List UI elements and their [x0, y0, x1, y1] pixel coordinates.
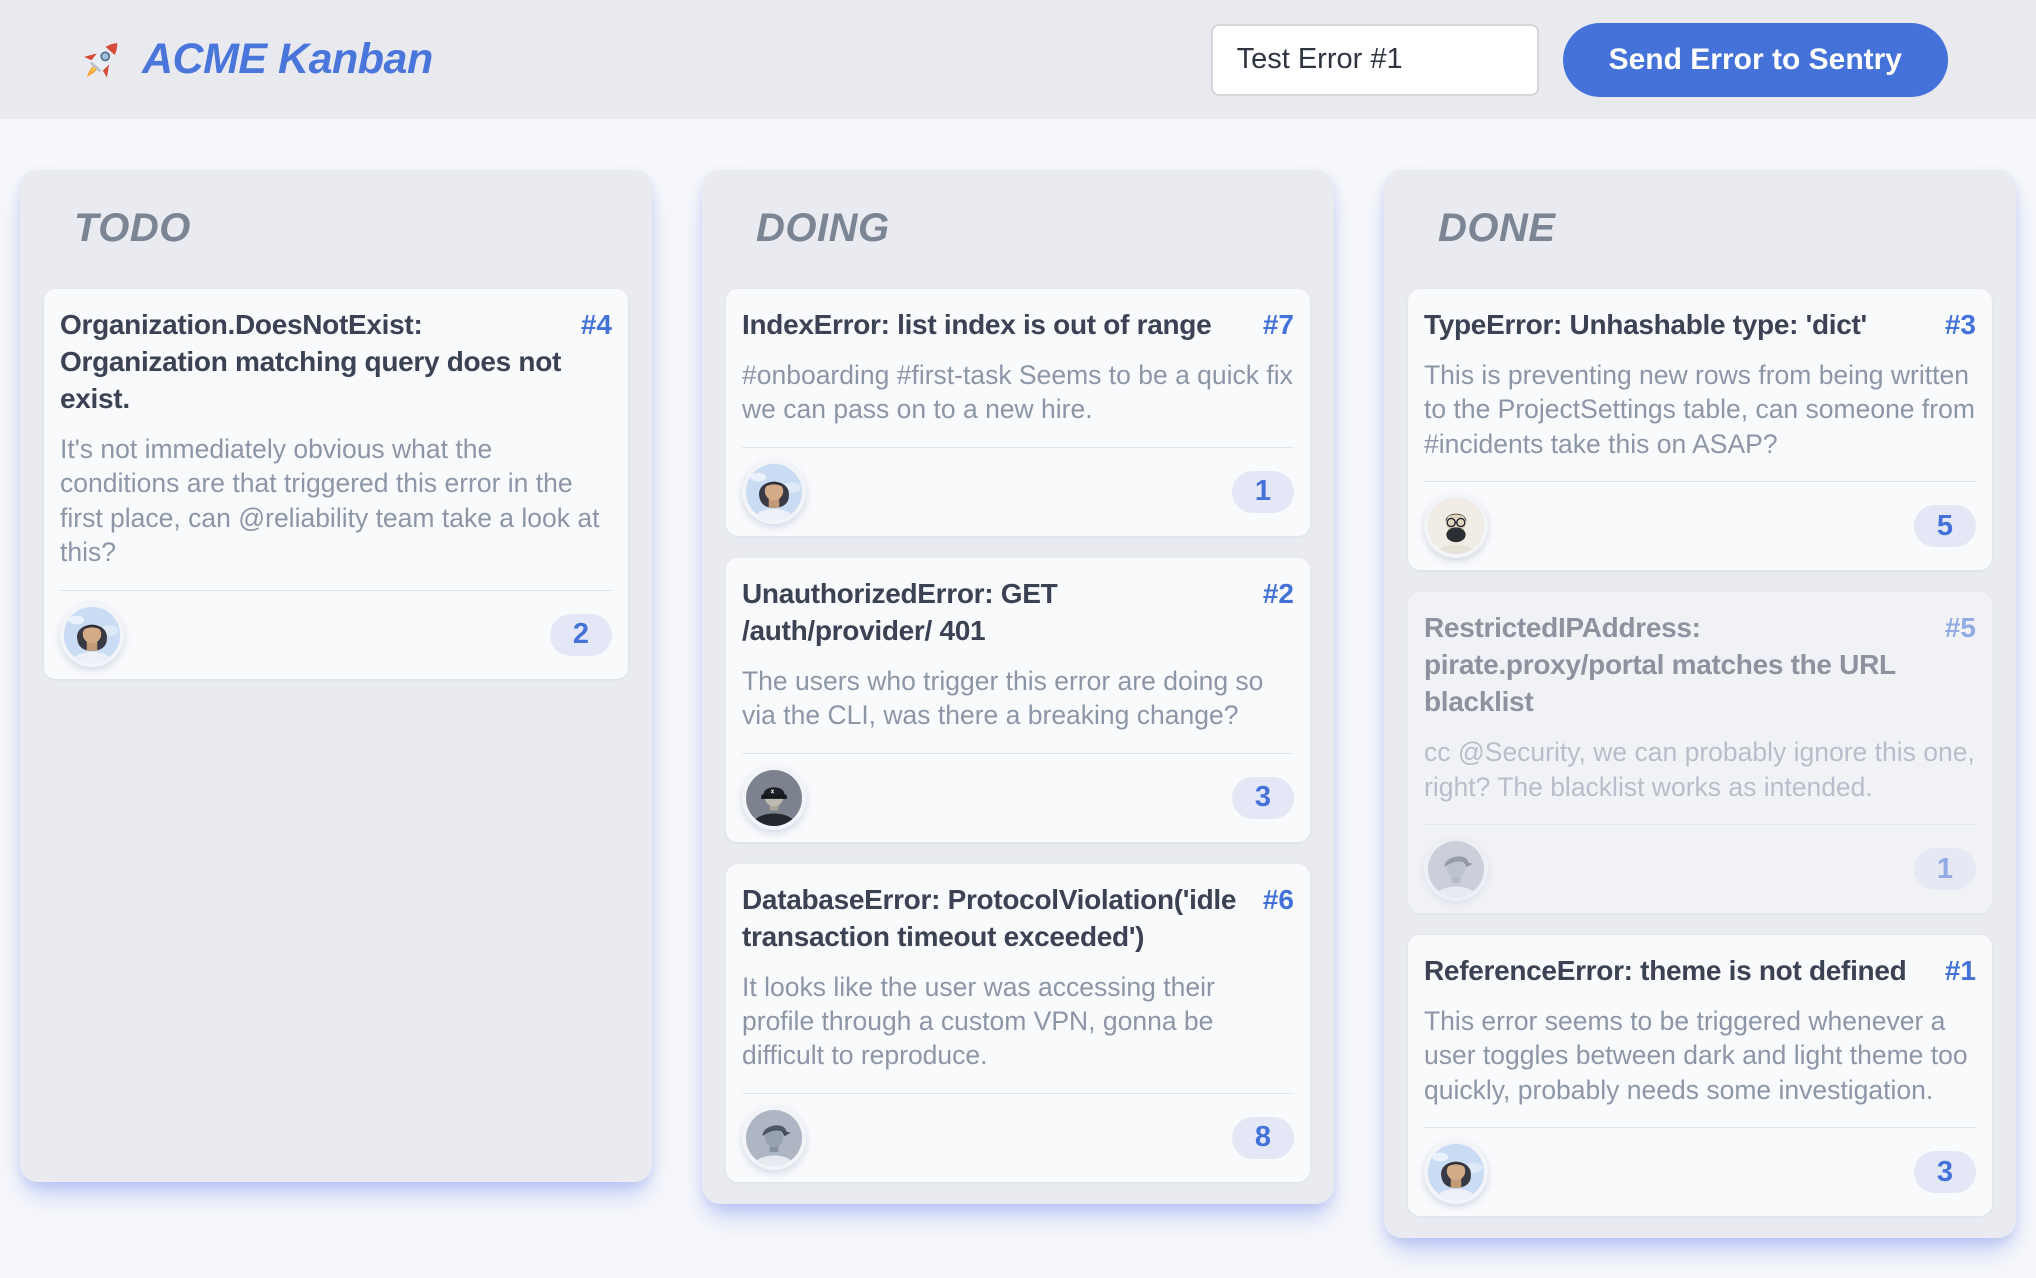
avatar-man-flat-cap: [1424, 837, 1488, 901]
card-header: Organization.DoesNotExist: Organization …: [60, 307, 612, 418]
rocket-icon: [84, 42, 118, 78]
send-error-button[interactable]: Send Error to Sentry: [1562, 22, 1948, 97]
card-title: ReferenceError: theme is not defined: [1424, 955, 1907, 986]
avatar-woman-short-hair: [1424, 1140, 1488, 1205]
avatar-man-flat-cap: [742, 1105, 806, 1170]
card-title: TypeError: Unhashable type: 'dict': [1424, 309, 1867, 340]
card-description: #onboarding #first-task Seems to be a qu…: [742, 359, 1293, 425]
card-list: Organization.DoesNotExist: Organization …: [44, 289, 628, 679]
card-divider: [1424, 1127, 1976, 1129]
comment-count-badge: 1: [1232, 470, 1294, 513]
card-number: #3: [1944, 309, 1976, 340]
card-title: Organization.DoesNotExist: Organization …: [60, 309, 562, 414]
card-footer: 1: [1424, 837, 1976, 901]
card-header: ReferenceError: theme is not defined #1: [1424, 953, 1976, 990]
card-description: It's not immediately obvious what the co…: [60, 433, 600, 568]
card-number: #7: [1262, 309, 1294, 340]
app-title: ACME Kanban: [142, 35, 433, 83]
kanban-column: TODO Organization.DoesNotExist: Organiza…: [20, 170, 652, 1182]
card-title: DatabaseError: ProtocolViolation('idle t…: [742, 883, 1237, 952]
card-title: RestrictedIPAddress: pirate.proxy/portal…: [1424, 612, 1896, 718]
card-footer: 5: [1424, 494, 1976, 559]
kanban-card[interactable]: UnauthorizedError: GET /auth/provider/ 4…: [726, 557, 1310, 842]
board: TODO Organization.DoesNotExist: Organiza…: [0, 119, 2036, 1278]
card-description: The users who trigger this error are doi…: [742, 665, 1264, 731]
avatar-woman-short-hair: [60, 602, 124, 667]
card-footer: 8: [742, 1105, 1294, 1170]
card-divider: [742, 1092, 1294, 1094]
card-number: #4: [580, 309, 612, 340]
card-header: RestrictedIPAddress: pirate.proxy/portal…: [1424, 610, 1976, 721]
app-logo: ACME Kanban: [76, 34, 433, 86]
comment-count-badge: 5: [1914, 505, 1976, 548]
comment-count-badge: 8: [1232, 1116, 1294, 1159]
card-divider: [742, 752, 1294, 754]
card-number: #1: [1944, 955, 1976, 986]
card-divider: [742, 446, 1294, 448]
kanban-column: DONE TypeError: Unhashable type: 'dict' …: [1384, 170, 2016, 1239]
card-footer: 3: [742, 765, 1294, 830]
card-footer: 2: [60, 602, 612, 667]
header-actions: Send Error to Sentry: [1210, 22, 1948, 97]
card-header: DatabaseError: ProtocolViolation('idle t…: [742, 882, 1294, 956]
card-divider: [1424, 824, 1976, 825]
card-header: IndexError: list index is out of range #…: [742, 307, 1294, 344]
card-title: IndexError: list index is out of range: [742, 309, 1212, 340]
card-divider: [1424, 481, 1976, 483]
card-header: TypeError: Unhashable type: 'dict' #3: [1424, 307, 1976, 344]
column-title: DOING: [756, 206, 890, 250]
card-title: UnauthorizedError: GET /auth/provider/ 4…: [742, 577, 1058, 646]
card-header: UnauthorizedError: GET /auth/provider/ 4…: [742, 576, 1294, 650]
column-title: DONE: [1438, 206, 1556, 250]
card-number: #2: [1262, 577, 1294, 609]
kanban-card[interactable]: ReferenceError: theme is not defined #1 …: [1408, 935, 1992, 1217]
column-title: TODO: [74, 206, 191, 250]
card-list: IndexError: list index is out of range #…: [726, 289, 1310, 1182]
comment-count-badge: 1: [1914, 848, 1976, 890]
kanban-card[interactable]: RestrictedIPAddress: pirate.proxy/portal…: [1408, 592, 1992, 913]
avatar-woman-short-hair: [742, 459, 806, 524]
card-list: TypeError: Unhashable type: 'dict' #3 Th…: [1408, 289, 1992, 1217]
avatar-man-beard-glasses: [1424, 494, 1488, 559]
card-footer: 1: [742, 459, 1294, 524]
card-description: cc @Security, we can probably ignore thi…: [1424, 737, 1975, 802]
card-footer: 3: [1424, 1140, 1976, 1205]
app-header: ACME Kanban Send Error to Sentry: [0, 0, 2036, 119]
error-name-input[interactable]: [1210, 23, 1539, 96]
kanban-card[interactable]: IndexError: list index is out of range #…: [726, 289, 1310, 536]
kanban-card[interactable]: Organization.DoesNotExist: Organization …: [44, 289, 628, 679]
kanban-card[interactable]: DatabaseError: ProtocolViolation('idle t…: [726, 863, 1310, 1182]
card-number: #5: [1944, 612, 1976, 644]
avatar-man-baseball-cap: [742, 765, 806, 830]
comment-count-badge: 3: [1232, 776, 1294, 819]
card-divider: [60, 589, 612, 591]
card-description: This error seems to be triggered wheneve…: [1424, 1005, 1968, 1105]
kanban-card[interactable]: TypeError: Unhashable type: 'dict' #3 Th…: [1408, 289, 1992, 571]
kanban-column: DOING IndexError: list index is out of r…: [702, 170, 1334, 1204]
card-number: #6: [1262, 883, 1294, 915]
comment-count-badge: 2: [550, 613, 612, 656]
card-description: This is preventing new rows from being w…: [1424, 359, 1975, 459]
card-description: It looks like the user was accessing the…: [742, 971, 1215, 1071]
comment-count-badge: 3: [1914, 1151, 1976, 1194]
